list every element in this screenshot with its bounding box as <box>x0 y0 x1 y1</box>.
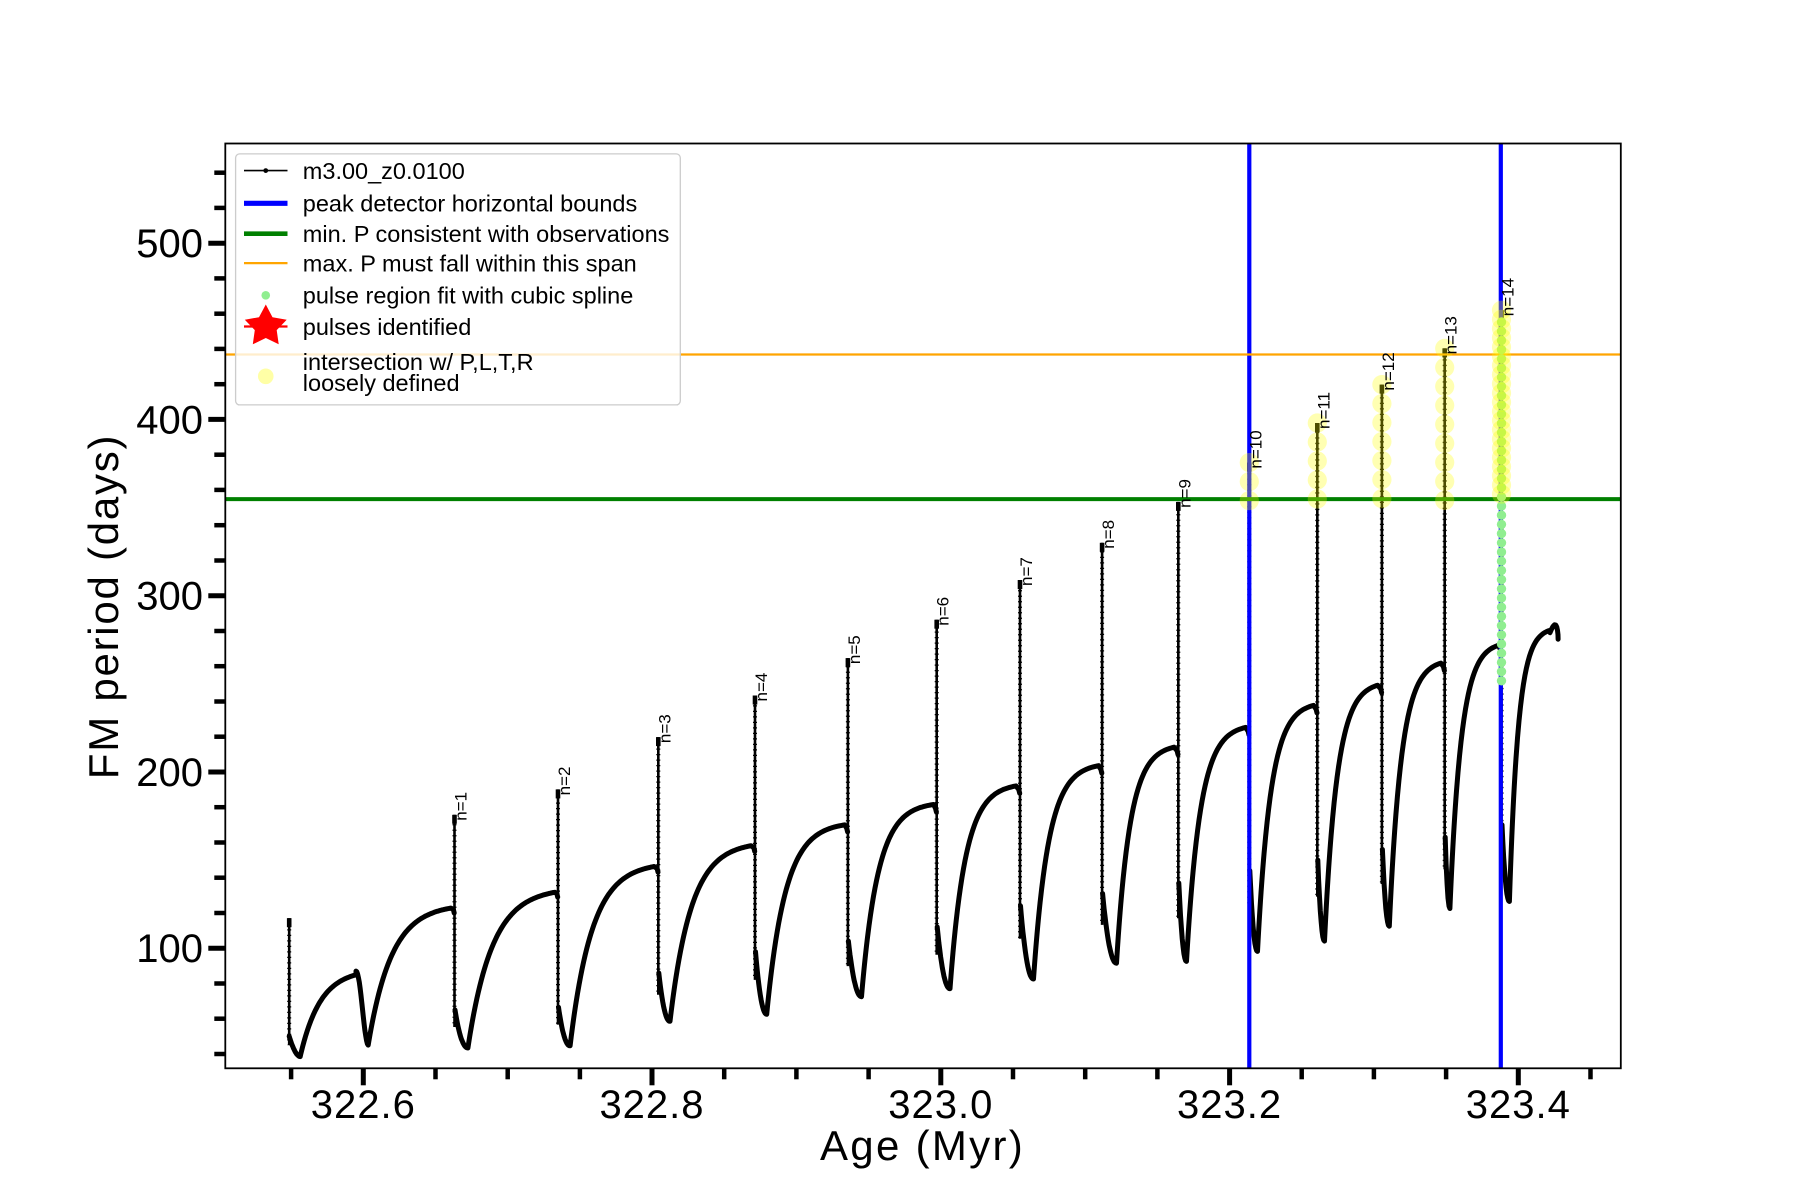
svg-text:FM period (days): FM period (days) <box>80 434 127 779</box>
svg-text:n=14: n=14 <box>1499 278 1518 316</box>
svg-text:m3.00_z0.0100: m3.00_z0.0100 <box>303 158 465 184</box>
svg-text:322.8: 322.8 <box>599 1083 704 1127</box>
svg-text:Age (Myr): Age (Myr) <box>820 1122 1025 1169</box>
svg-text:n=2: n=2 <box>555 767 574 796</box>
svg-text:323.0: 323.0 <box>888 1083 993 1127</box>
svg-text:min. P consistent with observa: min. P consistent with observations <box>303 221 670 247</box>
svg-text:n=12: n=12 <box>1379 352 1398 390</box>
svg-text:loosely defined: loosely defined <box>303 370 460 396</box>
svg-text:500: 500 <box>136 222 203 266</box>
svg-text:200: 200 <box>136 751 203 795</box>
svg-text:n=10: n=10 <box>1246 430 1265 468</box>
svg-text:n=6: n=6 <box>934 597 953 626</box>
svg-text:n=8: n=8 <box>1099 520 1118 549</box>
svg-text:100: 100 <box>136 927 203 971</box>
svg-text:n=1: n=1 <box>452 792 471 821</box>
svg-text:max. P must fall within this s: max. P must fall within this span <box>303 250 637 276</box>
svg-text:n=4: n=4 <box>752 673 771 702</box>
svg-text:n=13: n=13 <box>1442 316 1461 354</box>
svg-text:323.4: 323.4 <box>1466 1083 1571 1127</box>
svg-text:n=9: n=9 <box>1175 479 1194 508</box>
svg-text:323.2: 323.2 <box>1177 1083 1282 1127</box>
svg-text:n=7: n=7 <box>1017 557 1036 586</box>
svg-text:400: 400 <box>136 398 203 442</box>
svg-text:300: 300 <box>136 575 203 619</box>
svg-text:n=3: n=3 <box>655 714 674 743</box>
svg-text:322.6: 322.6 <box>311 1083 416 1127</box>
svg-text:intersection w/ P,L,T,R: intersection w/ P,L,T,R <box>303 349 534 375</box>
svg-text:pulse region fit with cubic sp: pulse region fit with cubic spline <box>303 283 633 309</box>
svg-text:n=5: n=5 <box>845 635 864 664</box>
svg-text:pulses identified: pulses identified <box>303 314 472 340</box>
svg-text:n=11: n=11 <box>1314 392 1333 429</box>
svg-text:peak detector horizontal bound: peak detector horizontal bounds <box>303 191 637 217</box>
